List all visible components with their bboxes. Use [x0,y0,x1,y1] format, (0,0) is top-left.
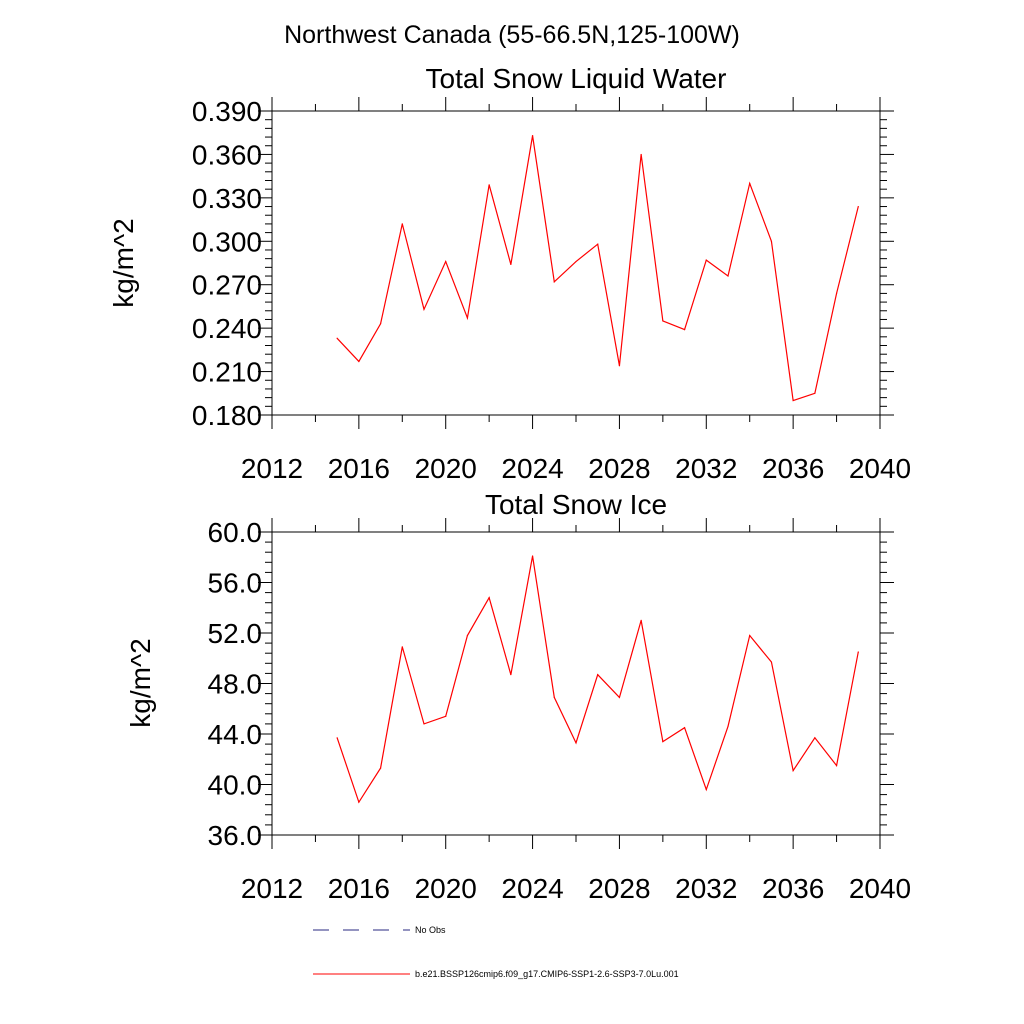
data-point [835,764,838,767]
data-point [553,281,555,283]
legend-label: No Obs [415,925,446,935]
data-point [575,260,577,263]
data-point [423,723,425,725]
y-tick-label: 0.390 [192,96,262,127]
x-tick-label: 2016 [328,453,390,484]
data-point [618,696,621,698]
legend: No Obs b.e21.BSSP126cmip6.f09_g17.CMIP6-S… [313,925,679,979]
x-tick-label: 2028 [588,453,650,484]
chart-panel-2: Total Snow Ice 36.0 40.0 44.0 48.0 52.0 56.0 60… [125,489,911,904]
data-point [423,308,425,310]
data-point [749,634,751,637]
data-point [640,619,642,621]
data-point [466,317,469,319]
data-point [531,555,534,557]
data-point [749,182,751,184]
data-point [510,263,512,266]
x-tick-label: 2020 [415,873,477,904]
x-tick-label: 2012 [241,873,303,904]
data-point [553,696,555,698]
x-tick-label: 2036 [762,873,824,904]
data-point [488,184,490,186]
y-tick-label: 0.210 [192,357,262,388]
data-point [618,365,621,367]
x-tick-label: 2036 [762,453,824,484]
y-tick-label: 48.0 [208,669,263,700]
data-point [597,674,599,676]
data-point [683,328,686,331]
legend-item-1: No Obs [313,925,446,935]
y-tick-label: 0.270 [192,270,262,301]
chart-title: Total Snow Ice [485,489,667,520]
y-tick-label: 0.330 [192,183,262,214]
y-axis-label: kg/m^2 [125,638,156,727]
data-point [662,320,664,322]
chart-panel-1: Total Snow Liquid Water 0.180 0.210 0.240 0.… [108,63,911,484]
page-title: Northwest Canada (55-66.5N,125-100W) [284,21,740,49]
data-point [358,801,360,803]
y-tick-label: 36.0 [208,820,263,851]
data-point [705,259,707,261]
y-tick-label: 0.180 [192,400,262,431]
y-tick-label: 44.0 [208,719,263,750]
data-point [683,727,686,729]
x-tick-label: 2028 [588,873,650,904]
x-tick-label: 2024 [501,873,563,904]
data-point [401,646,403,648]
data-point [814,737,816,739]
data-point [597,243,599,245]
data-point [857,651,859,653]
x-tick-label: 2032 [675,873,737,904]
y-tick-label: 60.0 [208,517,263,548]
data-point [336,737,338,739]
charts-group: Total Snow Liquid Water 0.180 0.210 0.240 0.… [108,63,911,904]
legend-item-2: b.e21.BSSP126cmip6.f09_g17.CMIP6-SSP1-2.… [313,969,679,979]
data-point [792,770,794,772]
data-point [792,399,794,402]
data-point [531,135,534,137]
data-point [379,323,382,325]
x-tick-label: 2032 [675,453,737,484]
y-tick-label: 52.0 [208,618,263,649]
data-point [358,360,360,363]
y-tick-label: 0.240 [192,313,262,344]
data-point [770,661,773,663]
y-axis-label: kg/m^2 [108,218,139,307]
data-point [336,337,338,339]
x-tick-label: 2040 [849,453,911,484]
data-point [662,740,664,743]
y-tick-label: 56.0 [208,568,263,599]
data-point [445,260,447,263]
data-point [575,742,577,744]
y-tick-label: 40.0 [208,770,263,801]
data-point [640,153,642,156]
y-tick-label: 0.300 [192,226,262,257]
data-point [379,767,382,769]
data-point [488,597,490,599]
x-tick-label: 2020 [415,453,477,484]
legend-label: b.e21.BSSP126cmip6.f09_g17.CMIP6-SSP1-2.… [415,969,679,979]
data-point [727,275,729,277]
data-point [510,674,512,676]
x-tick-label: 2024 [501,453,563,484]
x-tick-label: 2012 [241,453,303,484]
data-point [466,634,469,637]
data-point [857,205,859,208]
data-point [727,725,729,728]
x-tick-label: 2040 [849,873,911,904]
data-point [401,223,403,225]
data-point [445,715,447,717]
data-point [835,292,838,294]
data-point [814,392,816,394]
data-point [770,240,773,242]
data-point [705,788,707,791]
chart-title: Total Snow Liquid Water [426,63,727,94]
y-tick-label: 0.360 [192,139,262,170]
x-tick-label: 2016 [328,873,390,904]
